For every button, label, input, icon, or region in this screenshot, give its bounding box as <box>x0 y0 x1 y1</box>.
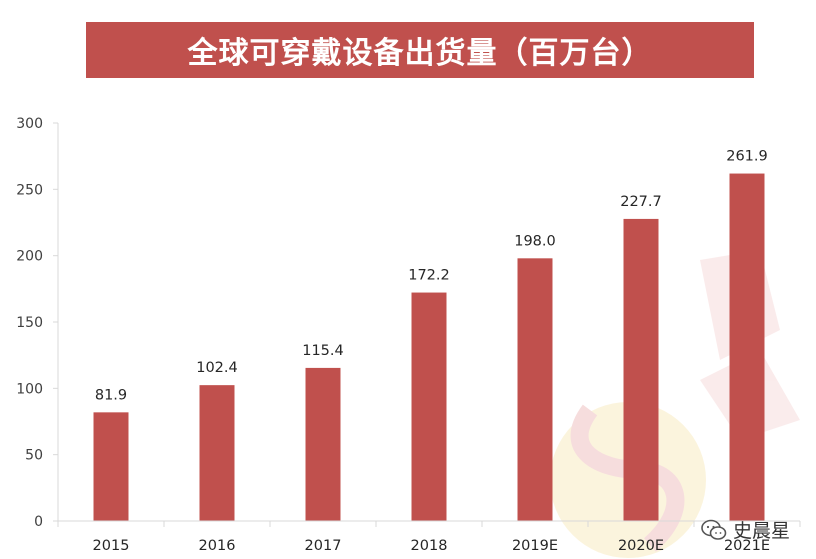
x-tick-label: 2017 <box>305 538 342 554</box>
x-tick-label: 2019E <box>512 538 558 554</box>
y-tick-label: 50 <box>25 448 43 464</box>
bar-value-label: 115.4 <box>302 343 344 359</box>
bar <box>305 367 341 521</box>
bar <box>517 258 553 521</box>
y-tick-label: 300 <box>16 116 43 132</box>
bar-value-label: 227.7 <box>620 194 662 210</box>
bars: 81.9 102.4 115.4 172.2 198.0 227.7 261.9 <box>93 149 768 521</box>
bar-value-label: 172.2 <box>408 268 450 284</box>
x-tick-label: 2016 <box>199 538 236 554</box>
x-tick-label: 2021E <box>724 538 770 554</box>
y-tick-label: 200 <box>16 249 43 265</box>
chart-title: 全球可穿戴设备出货量（百万台） <box>187 36 653 71</box>
bar <box>411 292 447 521</box>
watermark-badge: 史晨星 <box>701 516 790 543</box>
bar <box>623 218 659 521</box>
bar-value-label: 81.9 <box>95 387 127 403</box>
bar <box>93 412 129 521</box>
chart-title-banner: 全球可穿戴设备出货量（百万台） <box>86 22 754 78</box>
watermark-text: 史晨星 <box>732 520 790 542</box>
wechat-icon <box>701 519 727 540</box>
bar <box>729 173 765 521</box>
bar-value-label: 102.4 <box>196 360 238 376</box>
y-tick-label: 150 <box>16 315 43 331</box>
y-tick-label: 100 <box>16 381 43 397</box>
x-tick-label: 2015 <box>93 538 130 554</box>
y-tick-label: 250 <box>16 182 43 198</box>
x-axis: 2015 2016 2017 2018 2019E 2020E 2021E <box>57 520 801 554</box>
y-tick-label: 0 <box>34 514 43 530</box>
bar <box>199 385 235 521</box>
y-axis: 0 50 100 150 200 250 300 <box>16 116 59 530</box>
x-tick-label: 2020E <box>618 538 664 554</box>
x-tick-label: 2018 <box>411 538 448 554</box>
bar-value-label: 261.9 <box>726 149 768 165</box>
bar-value-label: 198.0 <box>514 233 556 249</box>
